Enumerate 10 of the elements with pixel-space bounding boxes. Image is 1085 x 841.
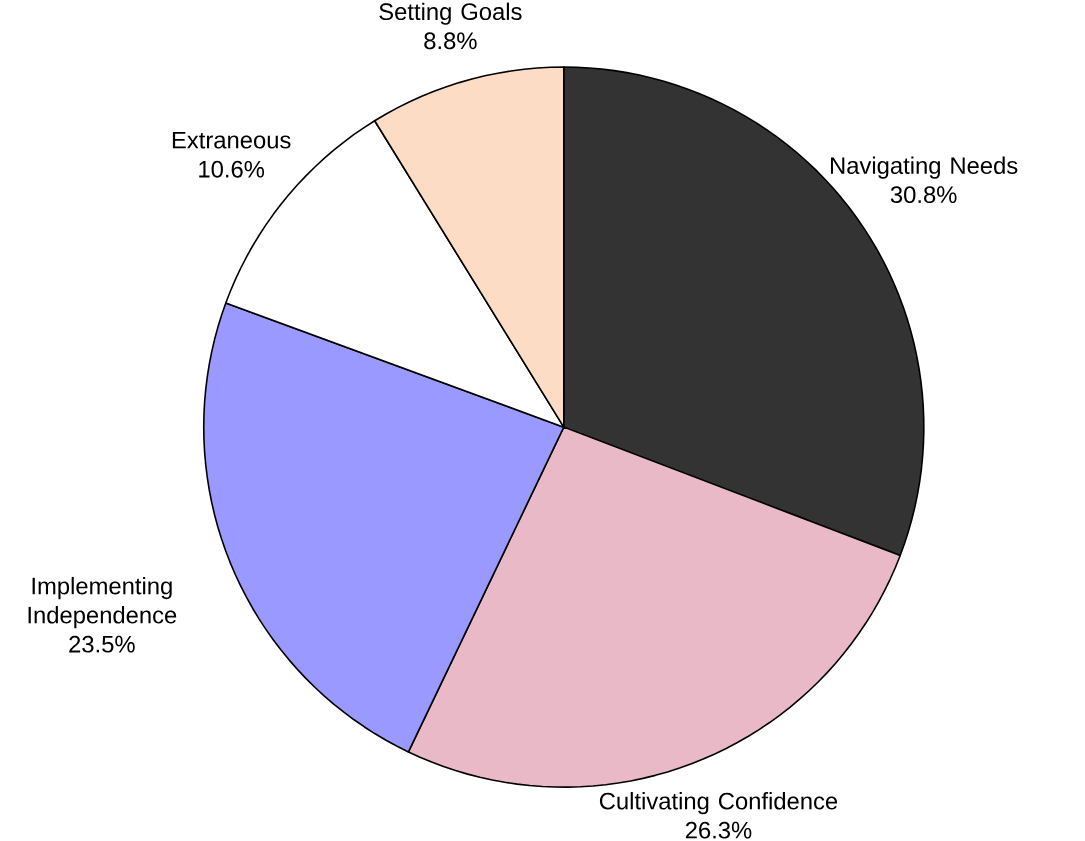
slice-label: Navigating Needs (830, 156, 1018, 179)
slice-label: Setting Goals (379, 2, 522, 25)
slice-label: Extraneous (172, 131, 291, 149)
slice-label: Implementing Independence (28, 576, 177, 629)
data-label: 23.5% (69, 635, 135, 653)
data-label: 30.8% (890, 186, 957, 203)
data-label: 26.3% (685, 821, 752, 839)
data-label: 8.8% (424, 32, 477, 50)
data-label: 10.6% (199, 160, 265, 178)
slice-label: Cultivating Confidence (599, 791, 838, 815)
